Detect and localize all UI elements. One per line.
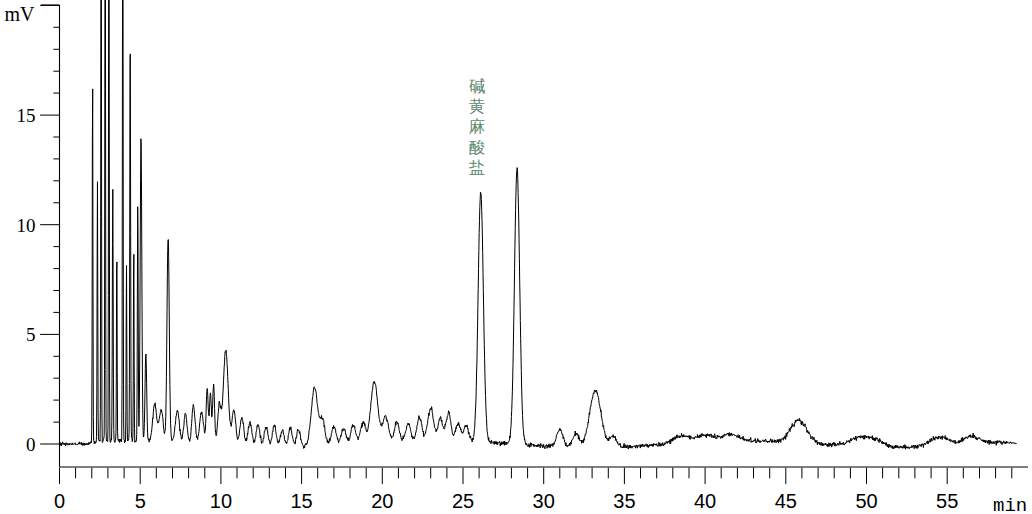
svg-text:黄: 黄 [469,97,486,115]
svg-text:15: 15 [17,105,36,126]
svg-text:25: 25 [452,490,474,512]
svg-text:10: 10 [17,215,36,236]
svg-text:50: 50 [855,490,877,512]
svg-text:35: 35 [613,490,635,512]
svg-text:15: 15 [290,490,312,512]
svg-text:55: 55 [936,490,958,512]
svg-text:45: 45 [775,490,797,512]
svg-text:碱: 碱 [469,77,486,95]
svg-text:mV: mV [5,3,36,25]
svg-text:0: 0 [54,490,65,512]
svg-text:30: 30 [533,490,555,512]
svg-text:麻: 麻 [469,117,486,135]
svg-text:min: min [993,495,1027,514]
svg-text:盐: 盐 [469,158,486,176]
svg-text:5: 5 [26,324,36,345]
svg-text:40: 40 [694,490,716,512]
svg-text:10: 10 [210,490,232,512]
svg-text:酸: 酸 [469,138,486,156]
svg-text:5: 5 [135,490,146,512]
svg-text:0: 0 [26,434,36,455]
svg-text:20: 20 [371,490,393,512]
